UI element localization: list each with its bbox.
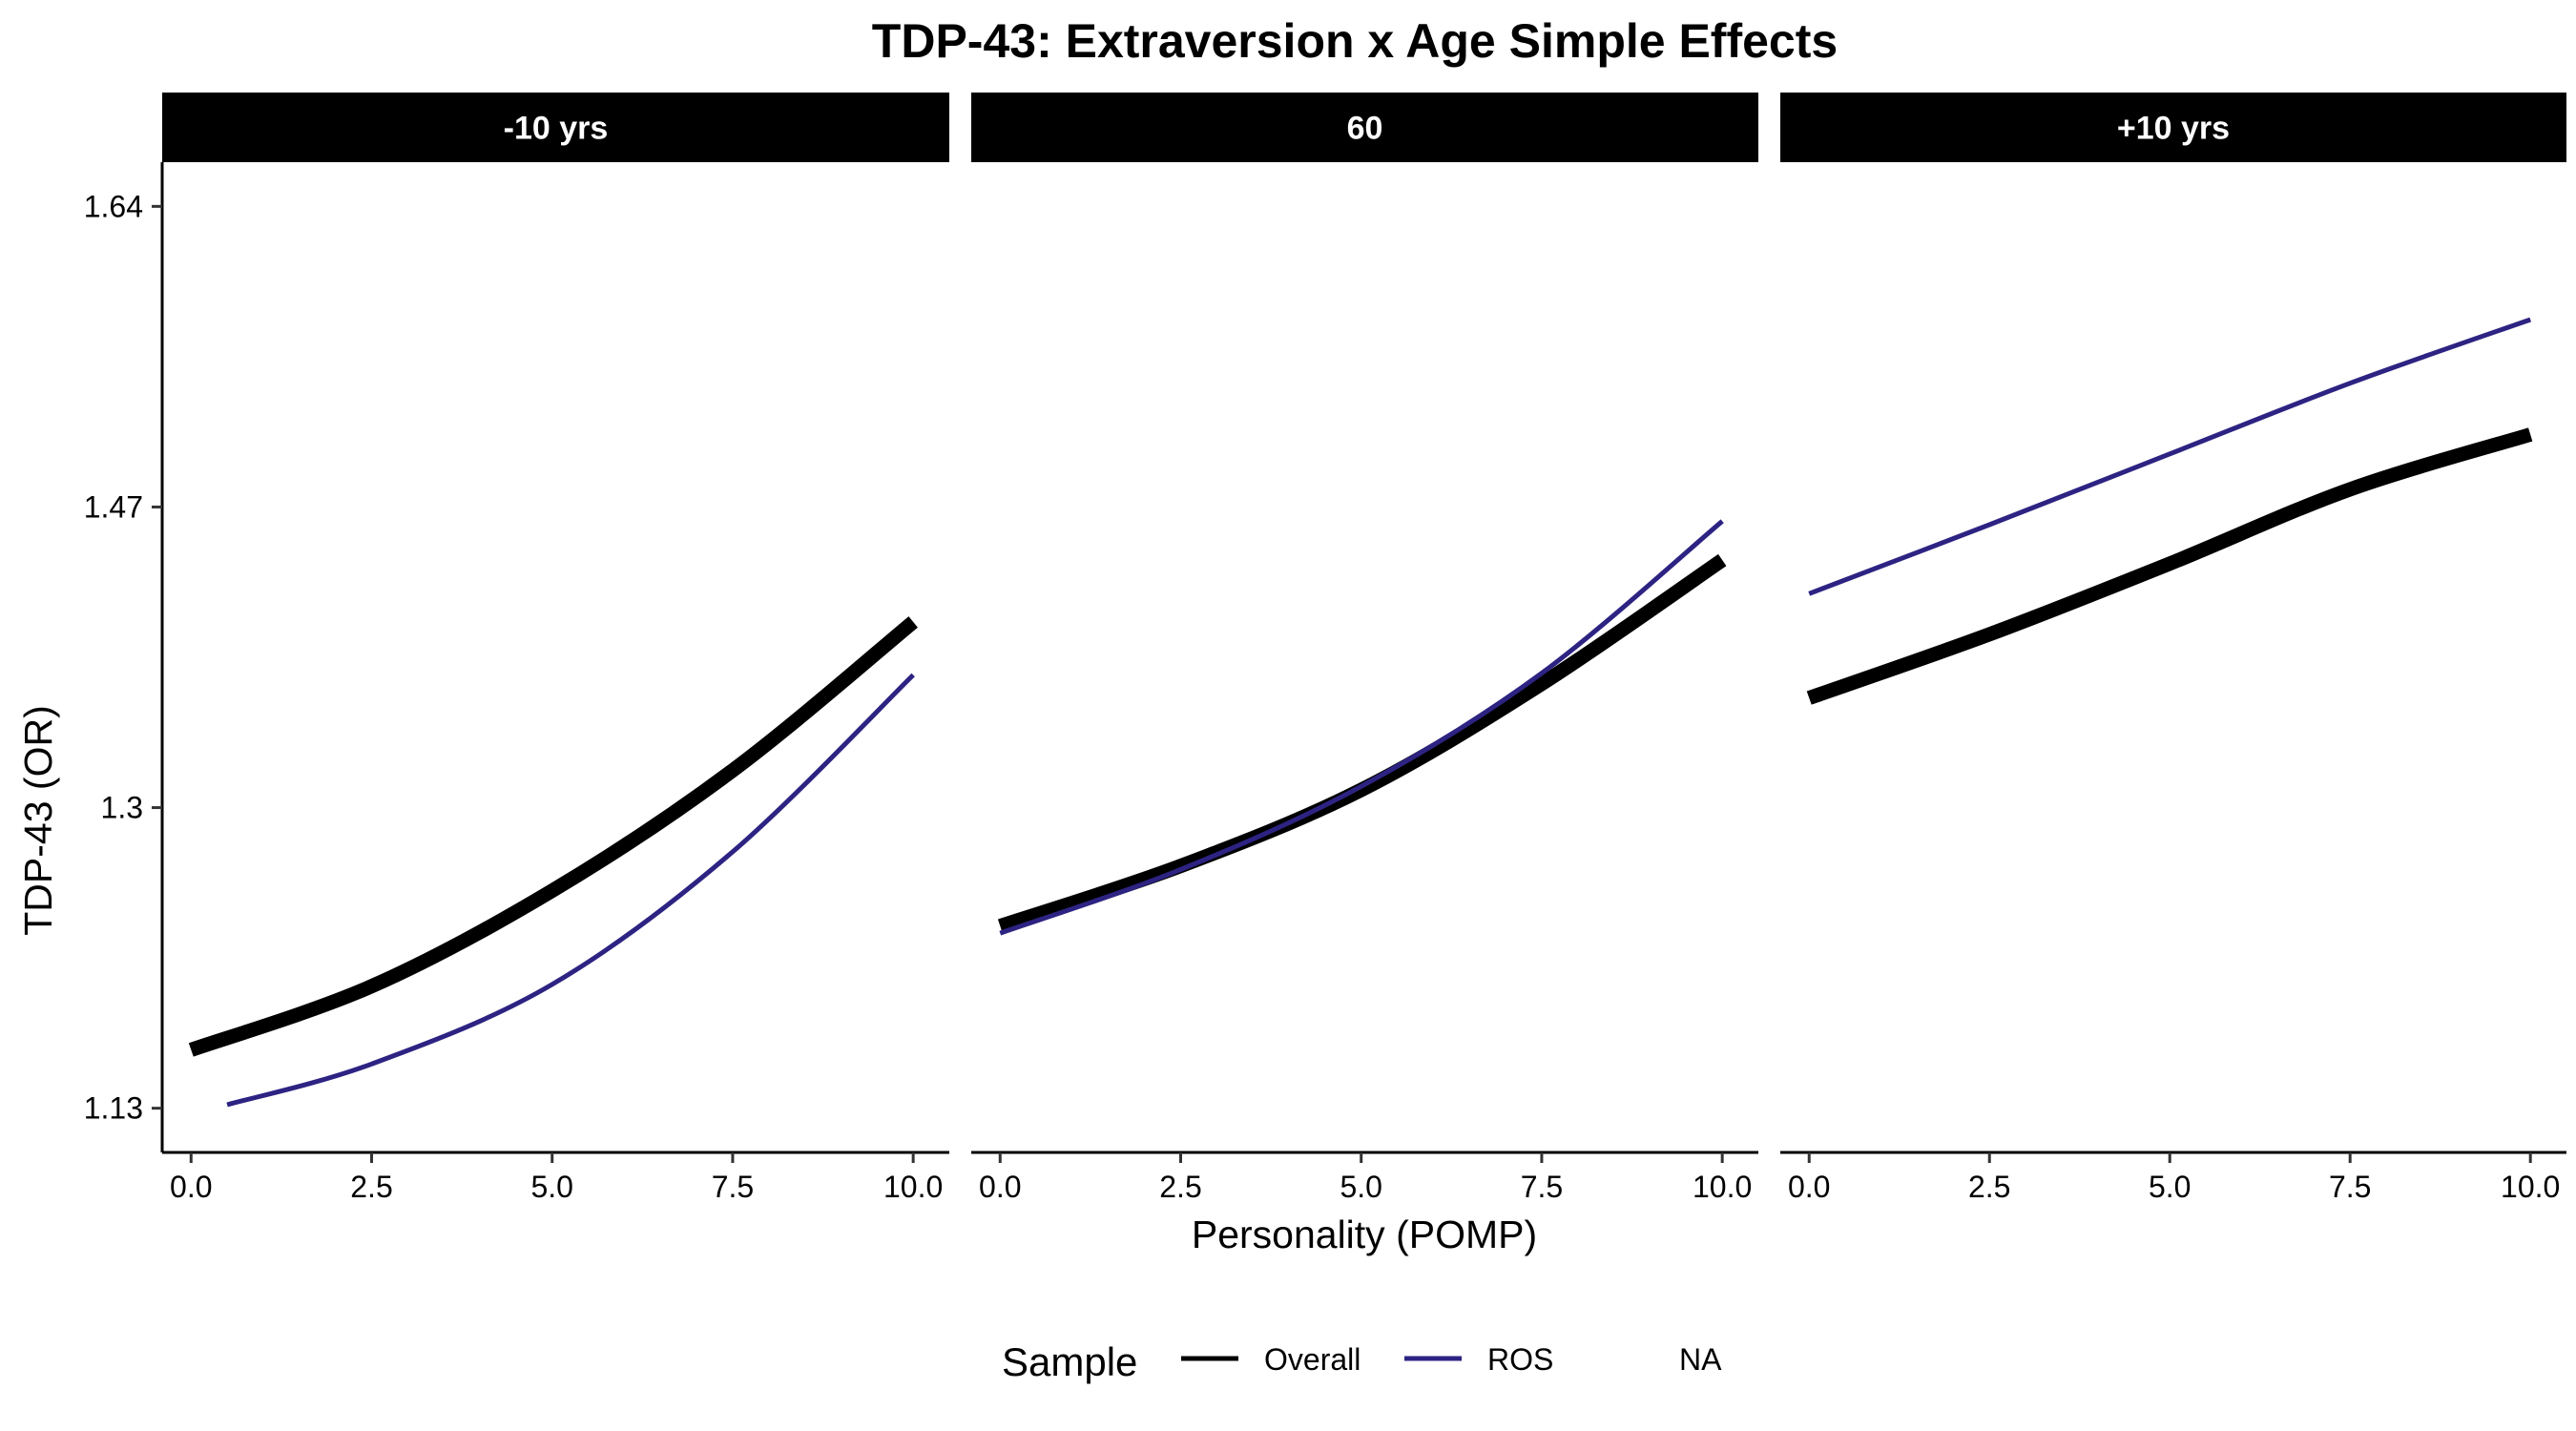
x-tick-label: 0.0: [170, 1170, 212, 1204]
legend-item: NA: [1679, 1342, 1722, 1377]
x-tick-label: 7.5: [712, 1170, 754, 1204]
facet-strip: [1780, 93, 2566, 162]
facet-panel-3: +10 yrs 0.0 2.5 5.0 7.5 10.0: [1780, 93, 2566, 1204]
facet-strip-label: -10 yrs: [504, 111, 609, 147]
legend: Sample Overall ROS NA: [1002, 1339, 1722, 1384]
facets: -10 yrs 0.0 2.5 5.0 7.5 10.0 1.13 1.3 1.47 1.64 60…: [84, 93, 2566, 1204]
facet-strip: [971, 93, 1758, 162]
legend-label: NA: [1679, 1342, 1722, 1377]
x-tick-label: 5.0: [2149, 1170, 2191, 1204]
legend-label: ROS: [1487, 1342, 1553, 1377]
x-tick-label: 5.0: [1340, 1170, 1381, 1204]
x-tick-label: 0.0: [979, 1170, 1021, 1204]
series-line-overall: [997, 553, 1727, 933]
x-tick-label: 7.5: [1521, 1170, 1563, 1204]
x-tick-label: 2.5: [1159, 1170, 1201, 1204]
x-tick-label: 10.0: [1693, 1170, 1752, 1204]
y-tick-label: 1.3: [101, 791, 143, 825]
x-tick-label: 7.5: [2329, 1170, 2371, 1204]
x-tick-label: 2.5: [1968, 1170, 2010, 1204]
facet-panel-2: 60 0.0 2.5 5.0 7.5 10.0: [971, 93, 1758, 1204]
facet-strip-label: +10 yrs: [2117, 111, 2230, 147]
series-line-overall: [188, 616, 918, 1057]
x-tick-label: 2.5: [350, 1170, 392, 1204]
y-tick-label: 1.64: [84, 189, 143, 223]
series-line-ros: [1808, 317, 2532, 596]
legend-item: ROS: [1404, 1342, 1553, 1377]
facet-strip-label: 60: [1347, 111, 1383, 147]
facet-panel-1: -10 yrs 0.0 2.5 5.0 7.5 10.0 1.13 1.3 1.47 1.64: [84, 93, 949, 1204]
y-tick-label: 1.13: [84, 1091, 143, 1126]
x-tick-label: 10.0: [2501, 1170, 2560, 1204]
x-tick-label: 5.0: [530, 1170, 572, 1204]
series-line-ros: [999, 519, 1724, 936]
legend-item: Overall: [1181, 1342, 1361, 1377]
y-axis-title: TDP-43 (OR): [16, 705, 60, 935]
facet-strip: [162, 93, 949, 162]
chart-title: TDP-43: Extraversion x Age Simple Effect…: [872, 14, 1838, 68]
x-tick-label: 0.0: [1788, 1170, 1830, 1204]
x-axis-title: Personality (POMP): [1192, 1213, 1537, 1256]
y-tick-label: 1.47: [84, 489, 143, 524]
series-line-overall: [1806, 427, 2533, 705]
legend-title: Sample: [1002, 1339, 1137, 1384]
x-tick-label: 10.0: [883, 1170, 943, 1204]
series-line-ros: [226, 673, 915, 1108]
legend-label: Overall: [1264, 1342, 1361, 1377]
